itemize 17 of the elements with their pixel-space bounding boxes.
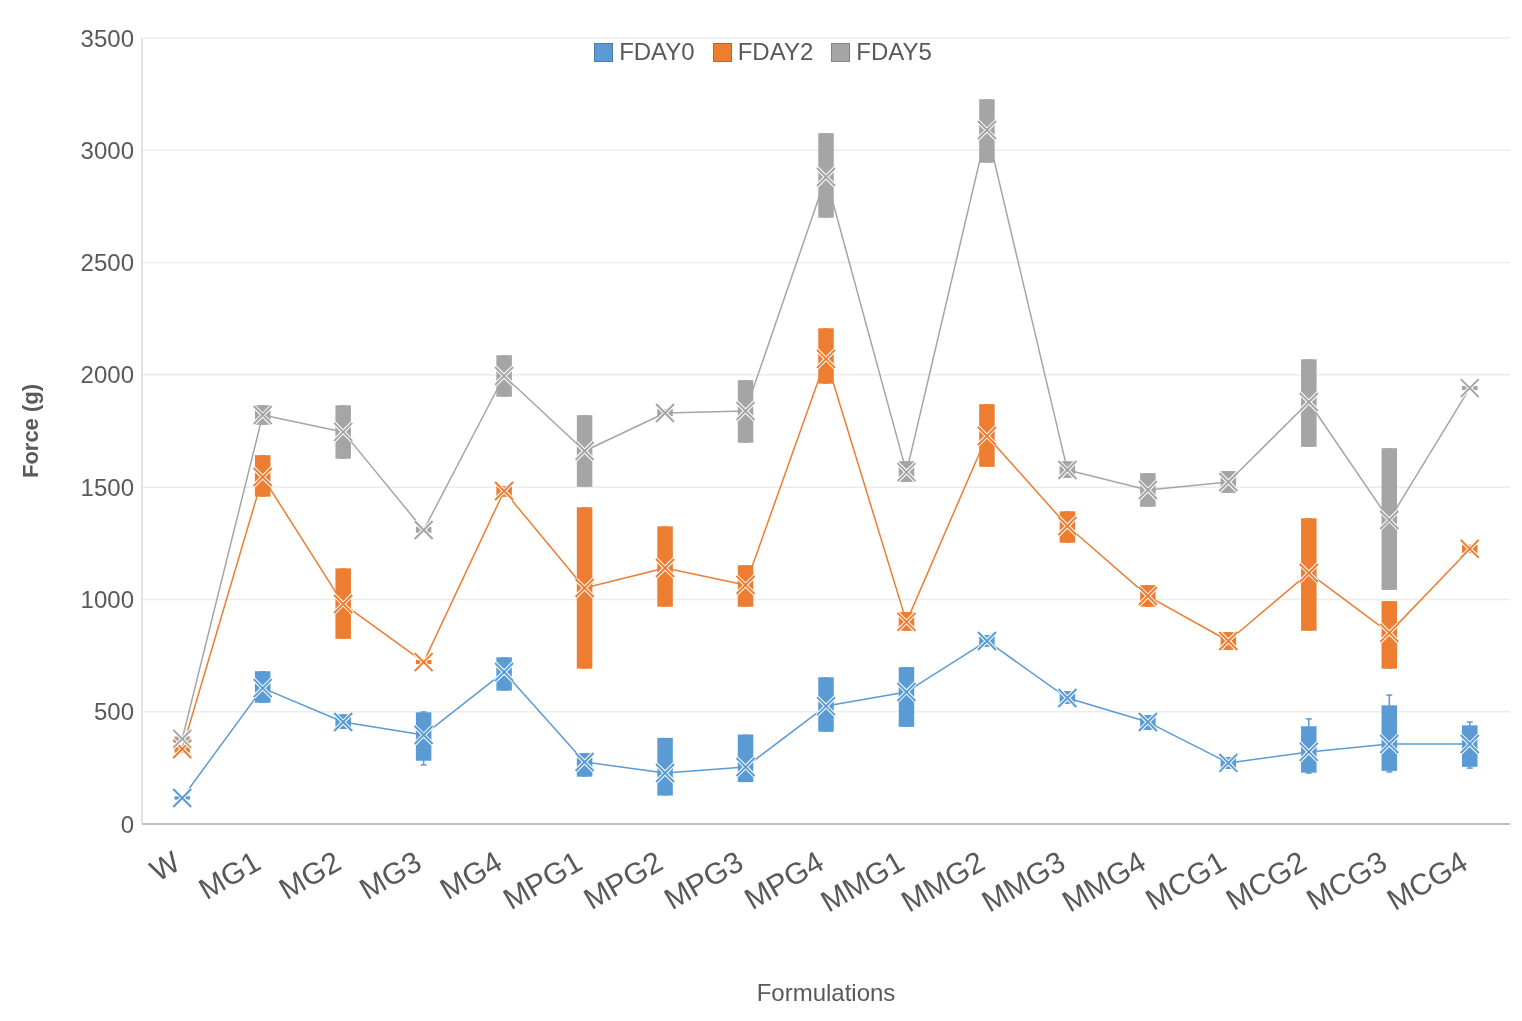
x-axis-title: Formulations (756, 979, 896, 1006)
y-tick-label: 1000 (80, 585, 134, 613)
x-tick-label: MG2 (273, 844, 347, 906)
y-tick-label: 500 (93, 698, 134, 726)
y-tick-label: 1500 (80, 473, 134, 501)
legend-label: FDAY5 (856, 38, 932, 66)
y-tick-label: 0 (120, 810, 134, 838)
y-tick-label: 2000 (80, 361, 134, 389)
x-tick-label: MG3 (353, 844, 427, 906)
y-tick-label: 2500 (80, 249, 134, 277)
x-tick-label: W (144, 844, 186, 888)
y-tick-label: 3500 (80, 24, 134, 52)
x-tick-label: MG1 (192, 844, 266, 906)
y-tick-label: 3000 (80, 136, 134, 164)
legend-label: FDAY2 (737, 38, 814, 66)
legend-label: FDAY0 (619, 38, 695, 66)
y-axis-title: Force (g) (17, 383, 43, 479)
